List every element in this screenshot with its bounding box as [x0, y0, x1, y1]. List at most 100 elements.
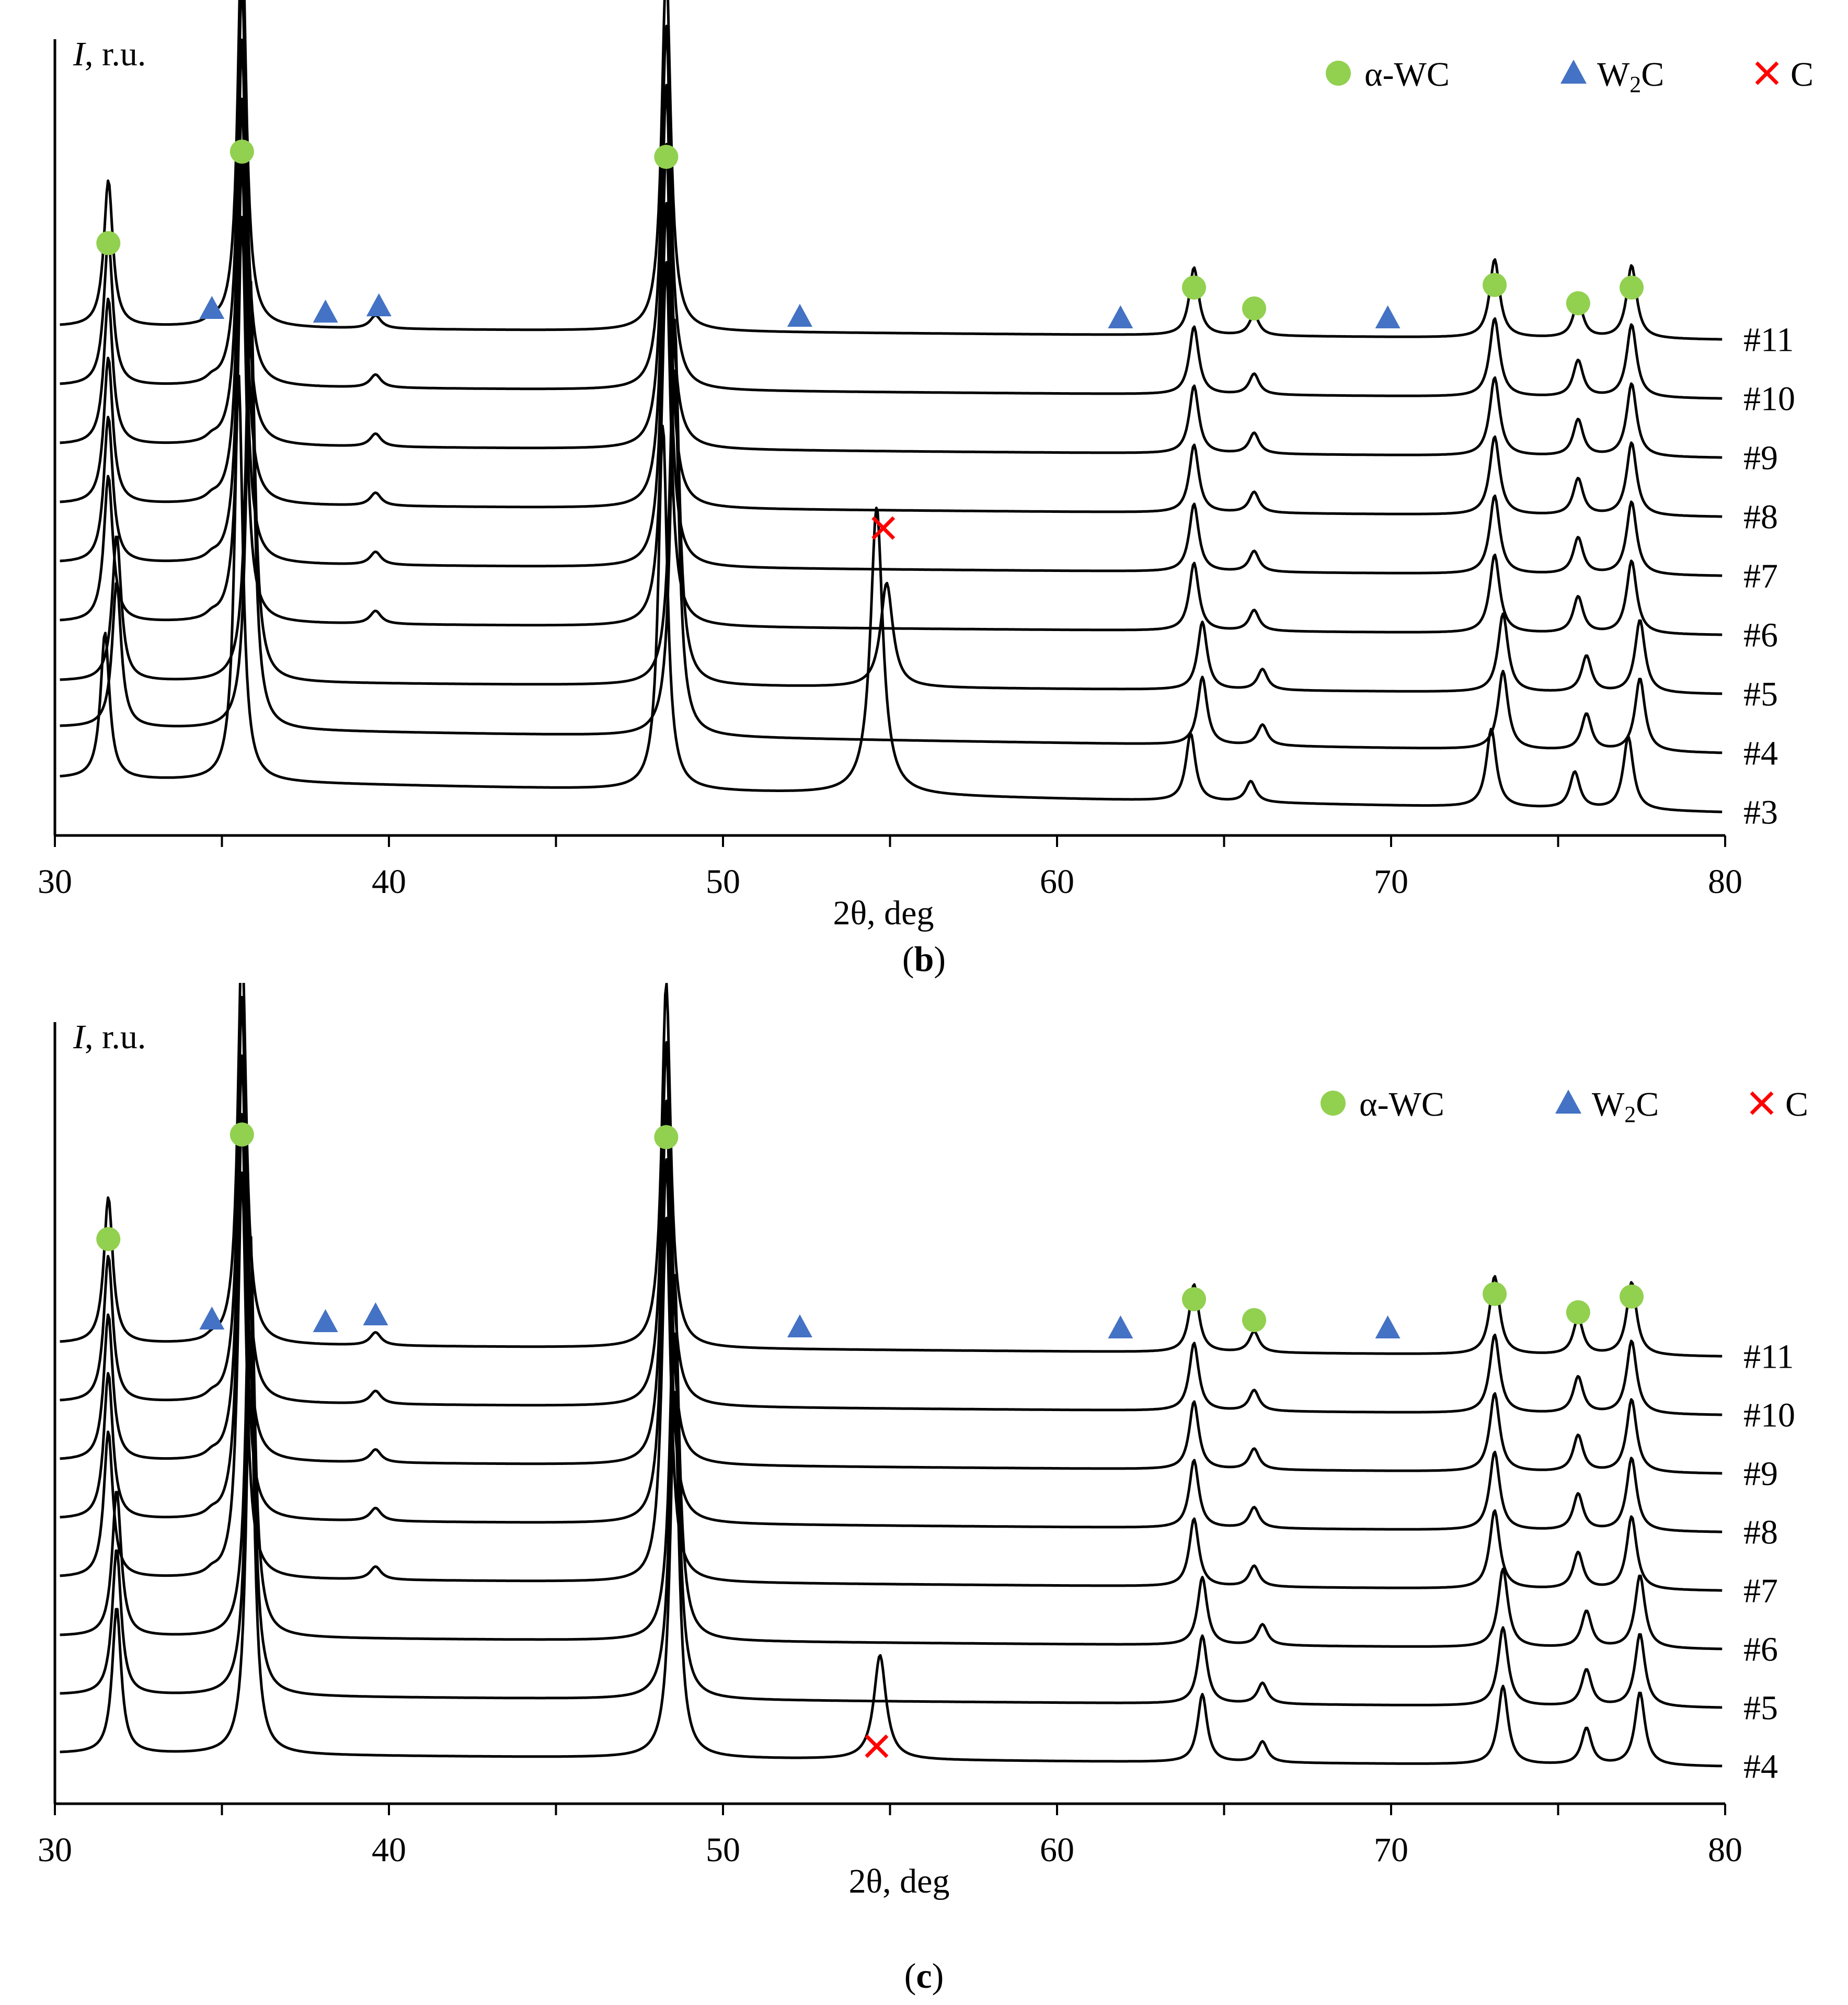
pattern-label-4: #4	[1743, 735, 1778, 773]
wc-peak-marker	[1181, 1287, 1206, 1311]
legend-c-label: C	[1790, 55, 1813, 94]
x-tick-label: 70	[1374, 863, 1408, 901]
pattern-line-11	[60, 983, 1723, 1358]
legend-wc-icon	[1326, 61, 1351, 86]
w2c-peak-marker	[1108, 305, 1133, 328]
pattern-label-9: #9	[1743, 439, 1778, 477]
caption-b-close: )	[934, 939, 946, 979]
c-peak-marker	[865, 1734, 889, 1758]
pattern-line-8	[60, 97, 1723, 518]
w2c-peak-marker	[787, 304, 812, 327]
c-peak-marker	[871, 516, 896, 540]
wc-peak-marker	[1566, 1300, 1590, 1324]
wc-peak-marker	[1242, 1308, 1267, 1332]
pattern-line-11	[60, 0, 1723, 341]
wc-peak-marker	[96, 1227, 121, 1251]
legend-c-icon	[1755, 61, 1779, 85]
wc-peak-marker	[1620, 276, 1644, 300]
pattern-label-11: #11	[1743, 1338, 1794, 1376]
w2c-peak-marker	[199, 1307, 225, 1330]
x-tick-label: 70	[1374, 1831, 1408, 1869]
w2c-peak-marker	[313, 1309, 338, 1332]
pattern-line-6	[60, 1235, 1723, 1651]
w2c-peak-marker	[1375, 1315, 1401, 1338]
wc-peak-marker	[96, 231, 121, 255]
pattern-label-5: #5	[1743, 675, 1778, 714]
pattern-line-7	[60, 156, 1723, 577]
wc-peak-marker	[1483, 273, 1507, 297]
xrd-chart-b: 30 40 50 60 70 80 2θ, deg I, r.u. #11 #10 #9 #8 #7 #6…	[38, 0, 1813, 932]
wc-peak-marker	[229, 1122, 254, 1147]
legend-wc-icon	[1321, 1091, 1346, 1116]
pattern-label-11: #11	[1743, 321, 1794, 359]
legend-wc-label: α-WC	[1364, 55, 1450, 94]
pattern-line-10	[60, 995, 1723, 1416]
x-tick-label: 40	[372, 1831, 406, 1869]
w2c-peak-marker	[366, 293, 392, 316]
wc-peak-marker	[1181, 276, 1206, 300]
x-tick-label: 30	[38, 1831, 72, 1869]
caption-b-open: (	[902, 939, 914, 979]
pattern-label-6: #6	[1743, 616, 1778, 655]
x-tick-label: 50	[706, 863, 740, 901]
wc-peak-marker	[1242, 296, 1267, 320]
pattern-line-4	[60, 1353, 1723, 1768]
wc-peak-marker	[229, 140, 254, 164]
pattern-line-9	[60, 1054, 1723, 1475]
w2c-peak-marker	[199, 296, 225, 319]
pattern-line-5	[60, 1294, 1723, 1709]
pattern-line-8	[60, 1113, 1723, 1533]
pattern-label-7: #7	[1743, 557, 1778, 595]
pattern-line-10	[60, 0, 1723, 400]
w2c-peak-marker	[787, 1314, 812, 1337]
pattern-label-3: #3	[1743, 794, 1778, 832]
pattern-label-8: #8	[1743, 498, 1778, 536]
pattern-label-6: #6	[1743, 1631, 1778, 1669]
caption-b-letter: b	[914, 939, 934, 979]
pattern-line-6	[60, 215, 1723, 636]
pattern-line-7	[60, 1171, 1723, 1592]
y-axis-label: I, r.u.	[73, 1018, 146, 1056]
xrd-chart-c: 30 40 50 60 70 80 2θ, deg I, r.u. #11 #10 #9 #8 #7 #6…	[38, 983, 1808, 1900]
legend-w2c-label: W2C	[1592, 1085, 1659, 1127]
caption-c-close: )	[932, 1956, 944, 1996]
wc-peak-marker	[1620, 1285, 1644, 1309]
caption-c-open: (	[904, 1956, 916, 1996]
legend-w2c-icon	[1555, 1090, 1581, 1114]
x-tick-label: 80	[1708, 1831, 1742, 1869]
x-tick-label: 60	[1040, 863, 1074, 901]
legend-c-label: C	[1785, 1085, 1808, 1124]
w2c-peak-marker	[1375, 305, 1401, 328]
x-tick-label: 40	[372, 863, 406, 901]
x-tick-label: 30	[38, 863, 72, 901]
pattern-label-5: #5	[1743, 1689, 1778, 1727]
wc-peak-marker	[654, 1125, 679, 1149]
pattern-label-8: #8	[1743, 1514, 1778, 1552]
caption-c: (c)	[0, 1955, 1848, 1997]
wc-peak-marker	[654, 145, 679, 169]
x-axis-label: 2θ, deg	[849, 1862, 950, 1900]
pattern-line-3	[60, 374, 1723, 814]
pattern-label-9: #9	[1743, 1455, 1778, 1493]
w2c-peak-marker	[363, 1302, 388, 1325]
wc-peak-marker	[1483, 1282, 1507, 1306]
xrd-panel-b: 30 40 50 60 70 80 2θ, deg I, r.u. #11 #10 #9 #8 #7 #6…	[0, 0, 1848, 978]
x-tick-label: 60	[1040, 1831, 1074, 1869]
pattern-label-4: #4	[1743, 1748, 1778, 1786]
w2c-peak-marker	[1108, 1315, 1133, 1338]
pattern-line-5	[60, 280, 1723, 695]
xrd-panel-c: 30 40 50 60 70 80 2θ, deg I, r.u. #11 #10 #9 #8 #7 #6…	[0, 983, 1848, 2005]
y-axis-label: I, r.u.	[73, 35, 146, 73]
caption-c-letter: c	[916, 1956, 932, 1996]
x-axis-label: 2θ, deg	[833, 894, 934, 932]
x-tick-label: 80	[1708, 863, 1742, 901]
pattern-label-10: #10	[1743, 1396, 1795, 1435]
wc-peak-marker	[1566, 291, 1590, 315]
pattern-label-7: #7	[1743, 1572, 1778, 1610]
x-tick-label: 50	[706, 1831, 740, 1869]
caption-b: (b)	[0, 938, 1848, 980]
pattern-line-9	[60, 38, 1723, 459]
legend-w2c-label: W2C	[1597, 55, 1664, 97]
w2c-peak-marker	[313, 300, 338, 323]
pattern-label-10: #10	[1743, 380, 1795, 418]
